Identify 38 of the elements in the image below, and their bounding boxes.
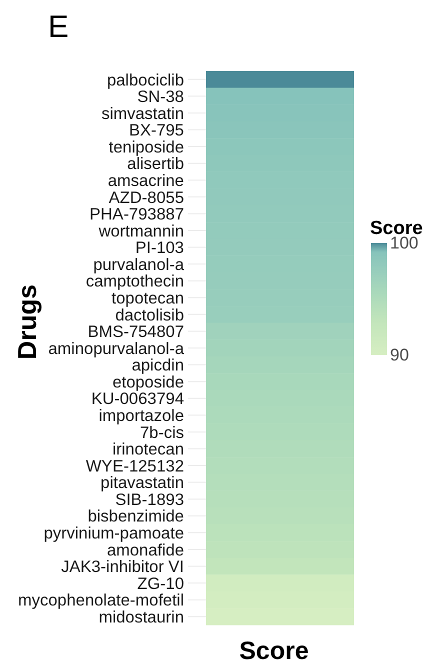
y-tick-label: dactolisib bbox=[115, 306, 184, 324]
color-bar-label: 100 bbox=[390, 234, 418, 252]
y-tick-label: ZG-10 bbox=[137, 574, 184, 593]
y-tick-label: AZD-8055 bbox=[108, 188, 184, 207]
y-tick-label: teniposide bbox=[108, 138, 184, 156]
y-tick-label: purvalanol-a bbox=[93, 256, 185, 274]
x-axis-title: Score bbox=[239, 637, 309, 665]
y-tick-label: camptothecin bbox=[86, 272, 184, 291]
y-tick-label: 7b-cis bbox=[140, 424, 184, 442]
color-bar-label: 90 bbox=[390, 346, 409, 364]
y-tick-label: bisbenzimide bbox=[88, 508, 184, 526]
y-tick-label: pyrvinium-pamoate bbox=[44, 524, 184, 543]
y-tick-label: WYE-125132 bbox=[86, 457, 184, 476]
y-tick-label: KU-0063794 bbox=[91, 390, 184, 408]
y-tick-label: topotecan bbox=[112, 289, 184, 308]
y-tick-label: SIB-1893 bbox=[115, 490, 184, 509]
y-tick-label: importazole bbox=[98, 407, 184, 426]
y-tick-label: midostaurin bbox=[98, 608, 184, 626]
y-tick-label: PHA-793887 bbox=[90, 206, 184, 224]
y-tick-label: alisertib bbox=[127, 155, 184, 174]
y-tick-label: BMS-754807 bbox=[88, 323, 184, 342]
y-tick-label: pitavastatin bbox=[100, 474, 184, 492]
y-tick-label: simvastatin bbox=[101, 104, 184, 123]
chart-title: E bbox=[48, 9, 69, 44]
y-tick-label: mycophenolate-mofetil bbox=[18, 592, 184, 610]
y-tick-label: SN-38 bbox=[137, 88, 184, 106]
y-tick-label: wortmannin bbox=[98, 222, 184, 240]
y-tick-label: BX-795 bbox=[128, 122, 184, 140]
y-tick-label: PI-103 bbox=[135, 239, 184, 258]
y-tick-label: irinotecan bbox=[112, 440, 184, 459]
y-axis-title: Drugs bbox=[12, 284, 42, 360]
y-tick-label: JAK3-inhibitor VI bbox=[61, 558, 184, 576]
y-tick-label: palbociclib bbox=[106, 71, 184, 90]
y-tick-label: amsacrine bbox=[108, 172, 184, 190]
y-tick-label: apicdin bbox=[132, 356, 184, 375]
y-tick-label: aminopurvalanol-a bbox=[48, 340, 185, 358]
y-tick-label: amonafide bbox=[106, 541, 184, 560]
y-tick-label: etoposide bbox=[112, 373, 184, 392]
